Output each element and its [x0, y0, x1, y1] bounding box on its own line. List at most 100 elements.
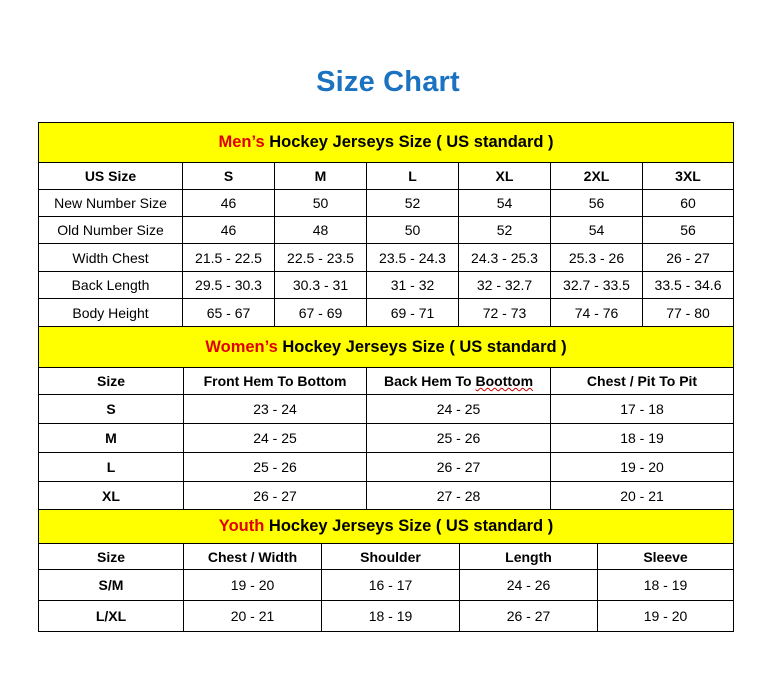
- table-row: L/XL 20 - 21 18 - 19 26 - 27 19 - 20: [38, 600, 735, 632]
- column-header-text: Back Hem To Boottom: [383, 373, 534, 389]
- page-title: Size Chart: [316, 66, 460, 98]
- table-cell: 24.3 - 25.3: [458, 243, 551, 272]
- table-cell: 26 - 27: [183, 481, 367, 510]
- table-cell: 18 - 19: [596, 569, 735, 601]
- header-cell: Size: [38, 367, 184, 395]
- table-cell: 72 - 73: [458, 298, 551, 327]
- table-row: Body Height 65 - 67 67 - 69 69 - 71 72 - 73 7…: [38, 298, 735, 327]
- table-cell: 33.5 - 34.6: [641, 271, 735, 299]
- table-cell: 52: [366, 189, 459, 217]
- header-cell: Sleeve: [596, 543, 735, 570]
- header-cell: S: [182, 162, 275, 190]
- column-header: L: [408, 168, 417, 184]
- row-label: Back Length: [38, 271, 183, 299]
- table-cell: 18 - 19: [549, 423, 735, 453]
- row-label: New Number Size: [38, 189, 183, 217]
- column-header: Size: [96, 373, 125, 389]
- table-cell: 32 - 32.7: [458, 271, 551, 299]
- table-cell: 20 - 21: [183, 600, 322, 632]
- table-cell: 26 - 27: [366, 452, 551, 482]
- section-title-text: Hockey Jerseys Size ( US standard ): [277, 337, 567, 356]
- header-row: US Size S M L XL 2XL 3XL: [38, 162, 735, 190]
- row-label: Old Number Size: [38, 216, 183, 244]
- table-row: New Number Size 46 50 52 54 56 60: [38, 189, 735, 217]
- table-cell: 26 - 27: [641, 243, 735, 272]
- table-cell: 74 - 76: [550, 298, 643, 327]
- row-label: M: [38, 423, 184, 453]
- table-row: S 23 - 24 24 - 25 17 - 18: [38, 394, 735, 424]
- table-cell: 24 - 25: [366, 394, 551, 424]
- table-cell: 29.5 - 30.3: [182, 271, 275, 299]
- table-cell: 23.5 - 24.3: [366, 243, 459, 272]
- womens-size-table: Women’s Hockey Jerseys Size ( US standar…: [37, 326, 735, 510]
- header-cell: Chest / Width: [183, 543, 322, 570]
- table-cell: 24 - 25: [183, 423, 367, 453]
- row-label: XL: [38, 481, 184, 510]
- table-row: S/M 19 - 20 16 - 17 24 - 26 18 - 19: [38, 569, 735, 601]
- women-section-header: Women’s Hockey Jerseys Size ( US standar…: [37, 326, 735, 368]
- header-cell: Length: [459, 543, 598, 570]
- table-cell: 19 - 20: [596, 600, 735, 632]
- table-cell: 25 - 26: [183, 452, 367, 482]
- header-cell: Front Hem To Bottom: [183, 367, 367, 395]
- header-row: Size Chest / Width Shoulder Length Sleeve: [38, 543, 735, 570]
- table-row: Width Chest 21.5 - 22.5 22.5 - 23.5 23.5 - …: [38, 243, 735, 272]
- column-header: 3XL: [675, 168, 701, 184]
- mens-size-table: Men’s Hockey Jerseys Size ( US standard …: [37, 122, 735, 327]
- table-cell: 30.3 - 31: [274, 271, 367, 299]
- column-header: US Size: [84, 168, 137, 184]
- table-cell: 50: [274, 189, 367, 217]
- table-cell: 31 - 32: [366, 271, 459, 299]
- header-row: Size Front Hem To Bottom Back Hem To Boott…: [38, 367, 735, 395]
- header-cell: Back Hem To Boottom: [366, 367, 551, 395]
- column-header: 2XL: [583, 168, 610, 184]
- section-title-highlight: Women’s: [205, 337, 278, 356]
- table-row: L 25 - 26 26 - 27 19 - 20: [38, 452, 735, 482]
- table-cell: 19 - 20: [549, 452, 735, 482]
- column-header: M: [314, 168, 327, 184]
- header-cell: Shoulder: [321, 543, 460, 570]
- youth-section-header: Youth Hockey Jerseys Size ( US standard …: [37, 509, 735, 544]
- section-title: Youth Hockey Jerseys Size ( US standard …: [37, 509, 735, 544]
- table-cell: 24 - 26: [459, 569, 598, 601]
- table-row: XL 26 - 27 27 - 28 20 - 21: [38, 481, 735, 510]
- table-cell: 67 - 69: [274, 298, 367, 327]
- table-cell: 25 - 26: [366, 423, 551, 453]
- column-header: XL: [495, 168, 514, 184]
- column-header: Length: [505, 548, 552, 565]
- youth-size-table: Youth Hockey Jerseys Size ( US standard …: [37, 509, 735, 632]
- table-cell: 46: [182, 189, 275, 217]
- table-cell: 48: [274, 216, 367, 244]
- table-cell: 56: [641, 216, 735, 244]
- row-label: L/XL: [38, 600, 184, 632]
- header-cell: M: [274, 162, 367, 190]
- table-cell: 54: [550, 216, 643, 244]
- table-cell: 27 - 28: [366, 481, 551, 510]
- header-cell: 3XL: [641, 162, 735, 190]
- table-cell: 19 - 20: [183, 569, 322, 601]
- row-label: S: [38, 394, 184, 424]
- section-title-text: Hockey Jerseys Size ( US standard ): [264, 517, 554, 535]
- row-label: L: [38, 452, 184, 482]
- column-header: Front Hem To Bottom: [203, 373, 347, 389]
- section-title-highlight: Youth: [218, 517, 265, 535]
- column-header: Size: [96, 548, 125, 565]
- section-title-highlight: Men’s: [218, 133, 265, 151]
- header-cell: US Size: [38, 162, 183, 190]
- table-cell: 56: [550, 189, 643, 217]
- table-cell: 18 - 19: [321, 600, 460, 632]
- table-cell: 65 - 67: [182, 298, 275, 327]
- table-row: Back Length 29.5 - 30.3 30.3 - 31 31 - 32 32…: [38, 271, 735, 299]
- table-cell: 22.5 - 23.5: [274, 243, 367, 272]
- row-label: Width Chest: [38, 243, 183, 272]
- table-cell: 16 - 17: [321, 569, 460, 601]
- table-cell: 54: [458, 189, 551, 217]
- column-header: Sleeve: [643, 548, 688, 565]
- header-cell: 2XL: [550, 162, 643, 190]
- table-cell: 21.5 - 22.5: [182, 243, 275, 272]
- table-row: M 24 - 25 25 - 26 18 - 19: [38, 423, 735, 453]
- table-cell: 77 - 80: [641, 298, 735, 327]
- table-cell: 20 - 21: [549, 481, 735, 510]
- column-header: Back Hem To Boottom: [384, 373, 533, 389]
- table-cell: 23 - 24: [183, 394, 367, 424]
